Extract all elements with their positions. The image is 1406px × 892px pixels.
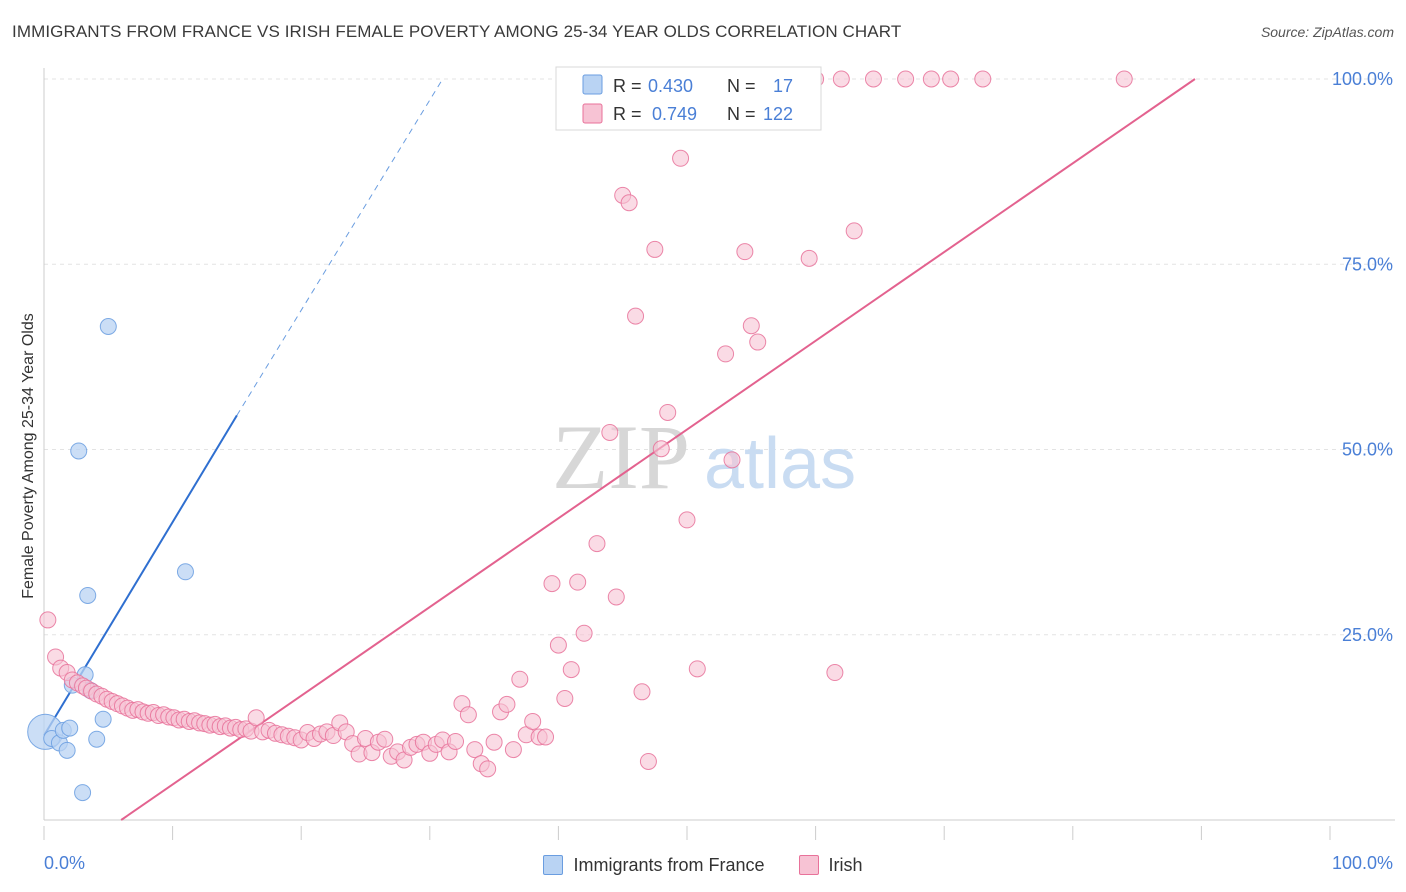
point-irish bbox=[749, 333, 767, 351]
series-legend: Immigrants from France Irish bbox=[0, 852, 1406, 878]
point-irish bbox=[601, 423, 619, 441]
point-irish bbox=[922, 70, 940, 88]
legend-r-label-1: R = bbox=[613, 76, 642, 96]
stats-legend: R = 0.430 N = 17 R = 0.749 N = 122 bbox=[555, 66, 822, 131]
point-irish bbox=[588, 535, 606, 553]
point-irish bbox=[717, 345, 735, 363]
point-france bbox=[99, 317, 117, 335]
point-irish bbox=[672, 149, 690, 167]
point-irish bbox=[627, 307, 645, 325]
point-irish bbox=[832, 70, 850, 88]
legend-r-label-2: R = bbox=[613, 104, 642, 124]
series-legend-label-france: Immigrants from France bbox=[573, 854, 765, 875]
point-france bbox=[176, 563, 194, 581]
tick-labels: 100.0% 75.0% 50.0% 25.0% 0.0% 100.0% bbox=[44, 69, 1393, 873]
point-france bbox=[58, 741, 76, 759]
point-irish bbox=[678, 511, 696, 529]
point-irish bbox=[646, 240, 664, 258]
trend-line-france-extension bbox=[236, 78, 444, 416]
y-tick-label: 100.0% bbox=[1332, 69, 1393, 89]
source-label: Source: ZipAtlas.com bbox=[1260, 24, 1394, 40]
point-irish bbox=[1115, 70, 1133, 88]
point-irish bbox=[459, 706, 477, 724]
point-france bbox=[88, 730, 106, 748]
point-irish bbox=[845, 222, 863, 240]
point-france bbox=[70, 442, 88, 460]
point-france bbox=[94, 710, 112, 728]
point-irish bbox=[633, 683, 651, 701]
point-irish bbox=[543, 575, 561, 593]
point-irish bbox=[826, 664, 844, 682]
point-irish bbox=[549, 636, 567, 654]
legend-n-label-2: N = bbox=[727, 104, 756, 124]
point-irish bbox=[569, 573, 587, 591]
point-irish bbox=[376, 730, 394, 748]
series-legend-label-irish: Irish bbox=[828, 854, 863, 875]
point-irish bbox=[800, 249, 818, 267]
point-irish bbox=[247, 709, 265, 727]
point-irish bbox=[447, 732, 465, 750]
y-tick-label: 50.0% bbox=[1342, 440, 1393, 460]
point-irish bbox=[485, 733, 503, 751]
legend-swatch-irish bbox=[582, 103, 603, 124]
point-irish bbox=[742, 317, 760, 335]
x-tick-label: 0.0% bbox=[44, 853, 85, 873]
watermark: ZIP atlas bbox=[552, 406, 856, 508]
legend-n-value-2: 122 bbox=[763, 104, 793, 124]
point-irish bbox=[524, 712, 542, 730]
series-swatch-france bbox=[543, 855, 564, 875]
legend-r-value-1: 0.430 bbox=[648, 76, 693, 96]
point-irish bbox=[652, 440, 670, 458]
point-irish bbox=[864, 70, 882, 88]
point-irish bbox=[723, 451, 741, 469]
legend-n-value-1: 17 bbox=[773, 76, 793, 96]
legend-swatch-france bbox=[582, 74, 603, 95]
point-irish bbox=[498, 695, 516, 713]
y-tick-label: 25.0% bbox=[1342, 625, 1393, 645]
point-irish bbox=[688, 660, 706, 678]
point-irish bbox=[556, 689, 574, 707]
point-irish bbox=[659, 403, 677, 421]
point-france bbox=[74, 784, 92, 802]
axes bbox=[43, 68, 1395, 840]
series-legend-item-irish: Irish bbox=[798, 852, 863, 878]
point-irish bbox=[39, 611, 57, 629]
legend-n-label-1: N = bbox=[727, 76, 756, 96]
point-irish bbox=[897, 70, 915, 88]
point-france bbox=[61, 719, 79, 737]
point-irish bbox=[974, 70, 992, 88]
series-legend-item-france: Immigrants from France bbox=[543, 852, 765, 878]
x-tick-label: 100.0% bbox=[1332, 853, 1393, 873]
watermark-zip: ZIP bbox=[552, 406, 690, 508]
point-irish bbox=[942, 70, 960, 88]
y-tick-label: 75.0% bbox=[1342, 254, 1393, 274]
series-swatch-irish bbox=[798, 855, 819, 875]
point-irish bbox=[479, 760, 497, 778]
legend-r-value-2: 0.749 bbox=[652, 104, 697, 124]
point-france bbox=[79, 586, 97, 604]
point-irish bbox=[511, 670, 529, 688]
point-irish bbox=[639, 752, 657, 770]
point-irish bbox=[562, 661, 580, 679]
point-irish bbox=[736, 243, 754, 261]
point-irish bbox=[607, 588, 625, 606]
point-irish bbox=[504, 741, 522, 759]
point-irish bbox=[466, 741, 484, 759]
chart-title: IMMIGRANTS FROM FRANCE VS IRISH FEMALE P… bbox=[12, 22, 902, 41]
point-irish bbox=[537, 728, 555, 746]
point-irish bbox=[575, 624, 593, 642]
point-irish bbox=[620, 194, 638, 212]
